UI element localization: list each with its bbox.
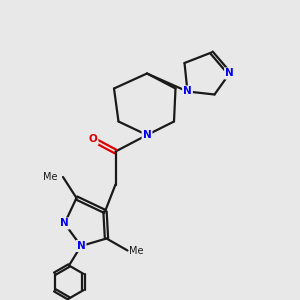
Text: O: O — [88, 134, 98, 145]
Text: N: N — [225, 68, 234, 79]
Text: N: N — [142, 130, 152, 140]
Text: Me: Me — [129, 245, 143, 256]
Text: N: N — [76, 241, 85, 251]
Text: N: N — [183, 86, 192, 97]
Text: Me: Me — [43, 172, 58, 182]
Text: N: N — [60, 218, 69, 229]
